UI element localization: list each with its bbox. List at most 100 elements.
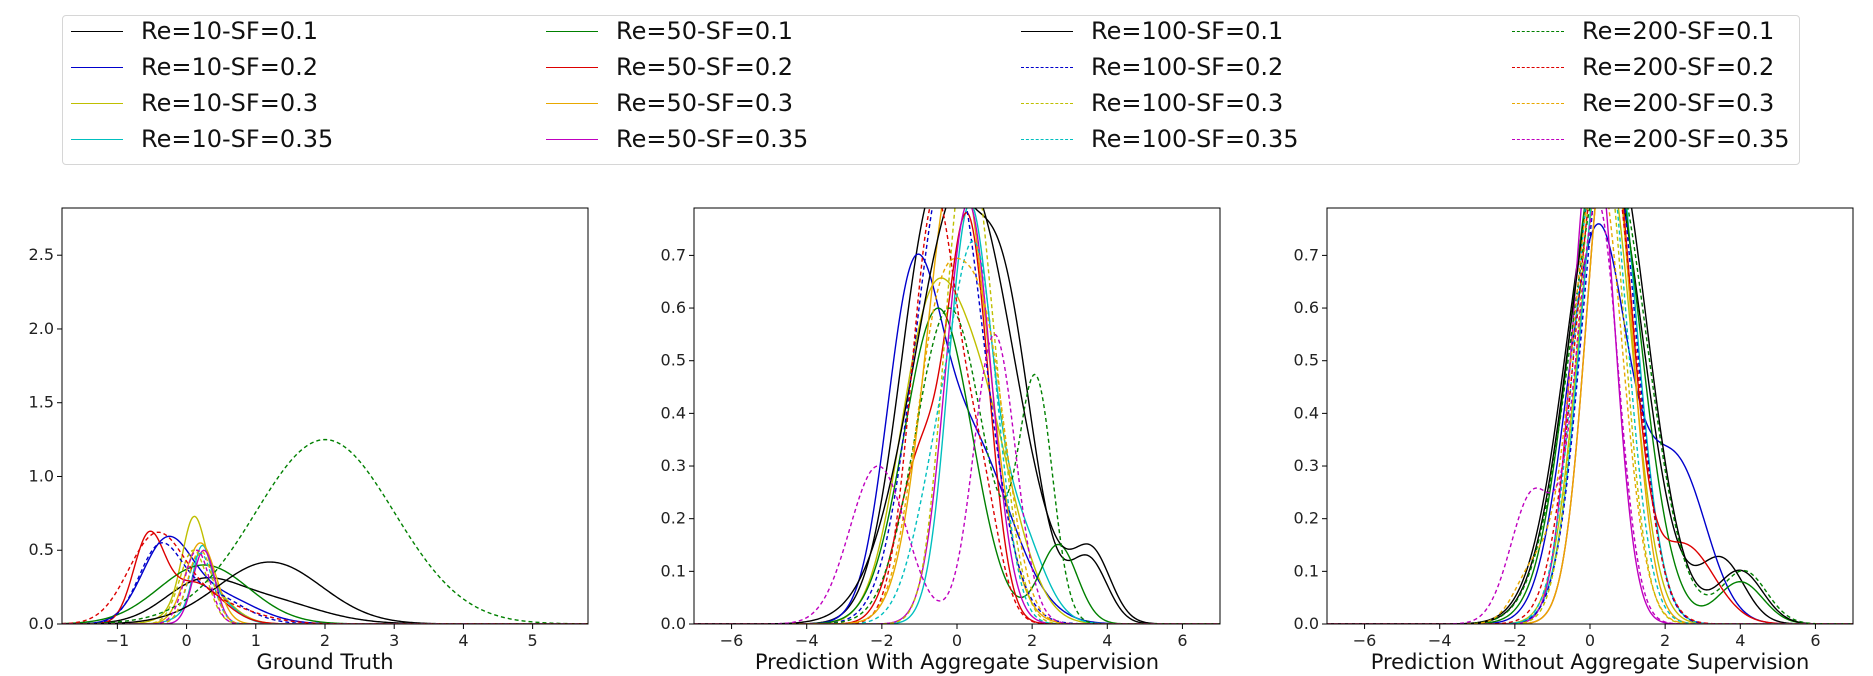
series-line — [694, 253, 1220, 624]
legend-swatch — [546, 102, 598, 104]
y-tick-label: 0.7 — [1294, 245, 1319, 264]
y-tick-label: 0.2 — [661, 509, 686, 528]
series-line — [1327, 208, 1853, 624]
x-tick-label: −4 — [1428, 631, 1452, 650]
legend-label: Re=50-SF=0.2 — [616, 53, 793, 81]
y-tick-label: 0.4 — [1294, 403, 1319, 422]
legend-item: Re=50-SF=0.3 — [546, 88, 793, 118]
x-tick-label: 3 — [389, 631, 399, 650]
x-tick-label: 1 — [251, 631, 261, 650]
legend-swatch — [1021, 66, 1073, 68]
chart-panel-1: −1 0 1 2 3 4 5 0.0 0.5 1.0 1.5 2.0 2.5 Ground Truth — [29, 207, 589, 674]
legend-item: Re=100-SF=0.3 — [1021, 88, 1283, 118]
legend-item: Re=50-SF=0.35 — [546, 124, 808, 154]
legend-swatch — [1512, 138, 1564, 140]
legend-swatch — [1021, 30, 1073, 32]
series-line — [62, 515, 588, 624]
legend-swatch — [71, 66, 123, 68]
legend-label: Re=100-SF=0.35 — [1091, 125, 1299, 153]
x-tick-label: −2 — [870, 631, 894, 650]
y-tick-label: 0.0 — [1294, 614, 1319, 633]
legend-label: Re=200-SF=0.2 — [1582, 53, 1775, 81]
series-line — [694, 208, 1220, 624]
legend-label: Re=10-SF=0.3 — [141, 89, 318, 117]
x-axis-title: Prediction Without Aggregate Supervision — [1371, 650, 1810, 674]
series-line — [62, 438, 588, 624]
series-line — [694, 240, 1220, 624]
y-tick-label: 0.0 — [29, 614, 54, 633]
y-tick-label: 0.1 — [1294, 561, 1319, 580]
legend-label: Re=50-SF=0.3 — [616, 89, 793, 117]
legend-swatch — [546, 138, 598, 140]
series-line — [1327, 208, 1853, 624]
y-tick-label: 2.5 — [29, 245, 54, 264]
x-tick-label: 4 — [458, 631, 468, 650]
series-line — [1327, 208, 1853, 624]
legend-item: Re=50-SF=0.1 — [546, 16, 793, 46]
y-tick-label: 0.2 — [1294, 509, 1319, 528]
series-line — [1327, 208, 1853, 624]
series-line — [1327, 208, 1853, 624]
legend-label: Re=200-SF=0.35 — [1582, 125, 1790, 153]
legend-swatch — [1021, 102, 1073, 104]
series-line — [1327, 223, 1853, 624]
legend-item: Re=200-SF=0.3 — [1512, 88, 1774, 118]
x-tick-label: 0 — [1585, 631, 1595, 650]
legend-item: Re=10-SF=0.1 — [71, 16, 318, 46]
x-tick-label: 2 — [1660, 631, 1670, 650]
legend-item: Re=200-SF=0.2 — [1512, 52, 1774, 82]
x-tick-label: 6 — [1177, 631, 1187, 650]
y-tick-label: 0.6 — [661, 298, 686, 317]
series-line — [694, 208, 1220, 624]
y-tick-label: 0.3 — [1294, 456, 1319, 475]
y-tick-label: 1.0 — [29, 466, 54, 485]
series-line — [1327, 208, 1853, 624]
y-tick-label: 0.6 — [1294, 298, 1319, 317]
x-tick-label: 2 — [320, 631, 330, 650]
legend-swatch — [546, 66, 598, 68]
series-line — [1327, 208, 1853, 624]
legend-swatch — [1021, 138, 1073, 140]
series-line — [62, 576, 588, 624]
series-line — [694, 277, 1220, 624]
legend-item: Re=100-SF=0.35 — [1021, 124, 1299, 154]
series-line — [62, 530, 588, 624]
legend-item: Re=10-SF=0.2 — [71, 52, 318, 82]
series-line — [1327, 208, 1853, 624]
legend-swatch — [71, 138, 123, 140]
legend-swatch — [1512, 30, 1564, 32]
series-line — [694, 208, 1220, 624]
x-tick-label: −6 — [720, 631, 744, 650]
legend-label: Re=10-SF=0.2 — [141, 53, 318, 81]
x-tick-label: −2 — [1503, 631, 1527, 650]
legend-label: Re=100-SF=0.1 — [1091, 17, 1284, 45]
y-tick-label: 0.0 — [661, 614, 686, 633]
legend: Re=10-SF=0.1 Re=10-SF=0.2 Re=10-SF=0.3 Re=1… — [62, 15, 1800, 165]
legend-item: Re=200-SF=0.1 — [1512, 16, 1774, 46]
series-line — [62, 561, 588, 624]
y-tick-label: 1.5 — [29, 393, 54, 412]
series-line — [694, 208, 1220, 624]
series-group — [62, 438, 588, 624]
legend-label: Re=200-SF=0.3 — [1582, 89, 1775, 117]
legend-label: Re=200-SF=0.1 — [1582, 17, 1775, 45]
legend-label: Re=10-SF=0.35 — [141, 125, 334, 153]
legend-item: Re=100-SF=0.2 — [1021, 52, 1283, 82]
chart-panel-2: −6 −4 −2 0 2 4 6 0.0 0.1 0.2 0.3 0.4 0.5 0.6 0.7 Predic… — [661, 207, 1221, 674]
legend-item: Re=200-SF=0.35 — [1512, 124, 1790, 154]
x-tick-label: −6 — [1353, 631, 1377, 650]
series-line — [694, 212, 1220, 624]
legend-item: Re=50-SF=0.2 — [546, 52, 793, 82]
x-tick-label: 0 — [181, 631, 191, 650]
series-line — [62, 535, 588, 624]
x-axis-title: Ground Truth — [256, 650, 393, 674]
y-tick-label: 0.7 — [661, 245, 686, 264]
x-axis-title: Prediction With Aggregate Supervision — [755, 650, 1159, 674]
x-tick-label: 4 — [1102, 631, 1112, 650]
y-tick-label: 0.5 — [661, 351, 686, 370]
x-tick-label: 2 — [1027, 631, 1037, 650]
legend-label: Re=50-SF=0.1 — [616, 17, 793, 45]
series-line — [694, 208, 1220, 624]
series-line — [694, 208, 1220, 624]
series-line — [1327, 208, 1853, 624]
